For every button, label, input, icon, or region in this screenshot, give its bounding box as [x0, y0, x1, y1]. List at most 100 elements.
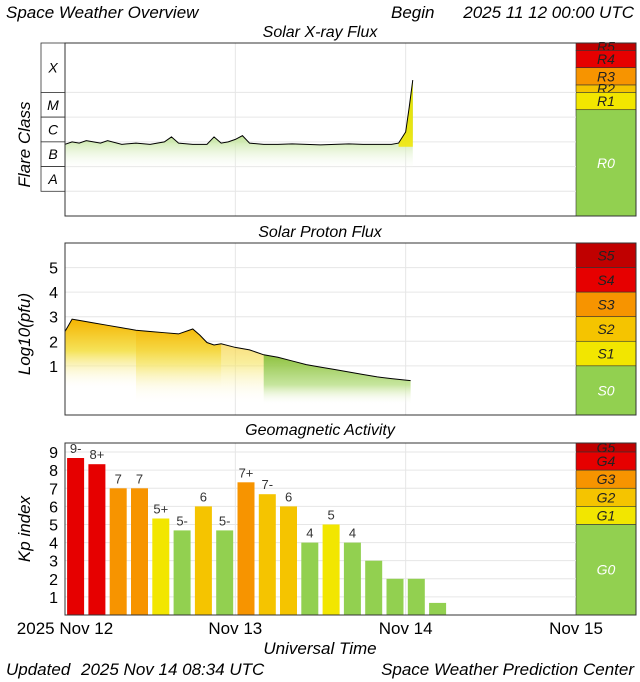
kp-bar [237, 482, 255, 615]
proton-flux-fill-low [263, 354, 411, 405]
panel-title: Geomagnetic Activity [245, 422, 396, 439]
kp-bar-label: 6 [285, 489, 292, 504]
kp-bar-label: 5 [328, 507, 335, 522]
scale-label-g3: G3 [597, 471, 616, 487]
xray-flux-line [64, 80, 414, 146]
y-tick-label: 2 [49, 334, 58, 351]
scale-label-g4: G4 [597, 453, 616, 469]
xray-flare-fill [398, 80, 413, 147]
kp-bar-label: 6 [200, 489, 207, 504]
kp-bar [67, 458, 85, 615]
scale-level-s2 [575, 316, 637, 342]
x-tick-label: Nov 14 [379, 619, 433, 638]
panel-title: Solar Proton Flux [258, 224, 383, 241]
scale-label-s5: S5 [597, 247, 614, 263]
kp-bar [152, 518, 170, 615]
prediction-center: Space Weather Prediction Center [381, 660, 635, 679]
kp-bar [365, 560, 383, 615]
kp-bar-label: 5- [176, 513, 188, 528]
flare-class-label: B [48, 146, 57, 162]
kp-bar [429, 602, 447, 615]
y-tick-label: 5 [49, 517, 58, 534]
plot-area [65, 43, 576, 216]
kp-bar [258, 494, 276, 615]
flare-class-label: C [48, 122, 59, 138]
x-tick-label: Nov 13 [208, 619, 262, 638]
kp-bar-label: 5+ [153, 501, 168, 516]
scale-label-s0: S0 [597, 382, 614, 398]
kp-bar [88, 464, 106, 615]
scale-label-g5: G5 [597, 440, 616, 456]
y-tick-label: 4 [49, 536, 58, 553]
panel-border [64, 242, 637, 416]
x-tick-label: 2025 Nov 12 [17, 619, 113, 638]
begin-date: 2025 11 12 00:00 UTC [462, 3, 634, 22]
kp-bar-label: 8+ [90, 447, 105, 462]
flare-class-label: A [47, 171, 57, 187]
y-tick-label: 7 [49, 481, 58, 498]
kp-bar [280, 506, 297, 615]
flare-class-label: M [47, 97, 59, 113]
scale-level-s5 [575, 242, 637, 268]
panel-title: Solar X-ray Flux [263, 24, 379, 41]
flare-class-box [40, 42, 66, 93]
kp-bar-label: 7 [115, 471, 122, 486]
kp-bar [173, 530, 191, 615]
kp-bar-label: 4 [306, 526, 313, 541]
scale-level-g0 [575, 524, 637, 616]
y-axis-label: Kp index [15, 495, 34, 562]
y-axis-label: Flare Class [15, 101, 34, 187]
y-tick-label: 3 [49, 310, 58, 327]
scale-label-g2: G2 [597, 489, 616, 505]
updated-label: Updated [6, 660, 71, 679]
x-axis-label: Universal Time [263, 639, 376, 658]
updated-date: 2025 Nov 14 08:34 UTC [80, 660, 265, 679]
y-tick-label: 8 [49, 463, 58, 480]
y-tick-label: 4 [49, 285, 58, 302]
kp-bar [322, 524, 340, 615]
panel-border [64, 42, 637, 217]
flare-class-label: X [47, 60, 58, 76]
scale-level-s3 [575, 291, 637, 318]
scale-level-s0 [575, 365, 637, 416]
overview-title: Space Weather Overview [6, 3, 200, 22]
kp-bar-label: 9- [70, 441, 82, 456]
scale-label-s3: S3 [597, 296, 614, 312]
scale-level-s1 [575, 340, 637, 367]
kp-bar-label: 5- [219, 513, 231, 528]
scale-label-s2: S2 [597, 321, 614, 337]
kp-bar [343, 542, 361, 615]
scale-label-g0: G0 [597, 562, 616, 578]
y-tick-label: 9 [49, 445, 58, 462]
scale-label-r0: R0 [597, 155, 615, 171]
kp-bar [216, 530, 234, 615]
y-tick-label: 5 [49, 261, 58, 278]
scale-label-s4: S4 [597, 272, 614, 288]
y-tick-label: 2 [49, 572, 58, 589]
begin-label: Begin [391, 3, 434, 22]
y-tick-label: 3 [49, 554, 58, 571]
y-axis-label: Log10(pfu) [15, 293, 34, 375]
kp-bar [194, 506, 212, 615]
y-tick-label: 1 [49, 359, 58, 376]
kp-bar [407, 578, 425, 615]
x-tick-label: Nov 15 [549, 619, 603, 638]
kp-bar [109, 488, 127, 615]
kp-bar [301, 542, 319, 615]
y-tick-label: 6 [49, 499, 58, 516]
y-tick-label: 1 [49, 590, 58, 607]
proton-flux-panel: Solar Proton Flux S5 S4 S3 S2 S1 S0 1 2 3 4 5 Log10(… [15, 224, 637, 416]
panel-border [64, 442, 637, 616]
kp-bar-label: 7 [136, 471, 143, 486]
kp-bar-label: 7+ [239, 465, 254, 480]
kp-bar-label: 7- [261, 477, 273, 492]
scale-label-s1: S1 [597, 346, 614, 362]
scale-label-r4: R4 [597, 51, 615, 67]
kp-bar [386, 578, 404, 615]
plot-area [65, 443, 576, 615]
scale-level-s4 [575, 267, 637, 293]
scale-label-r3: R3 [597, 68, 615, 84]
kp-bar [131, 488, 148, 615]
